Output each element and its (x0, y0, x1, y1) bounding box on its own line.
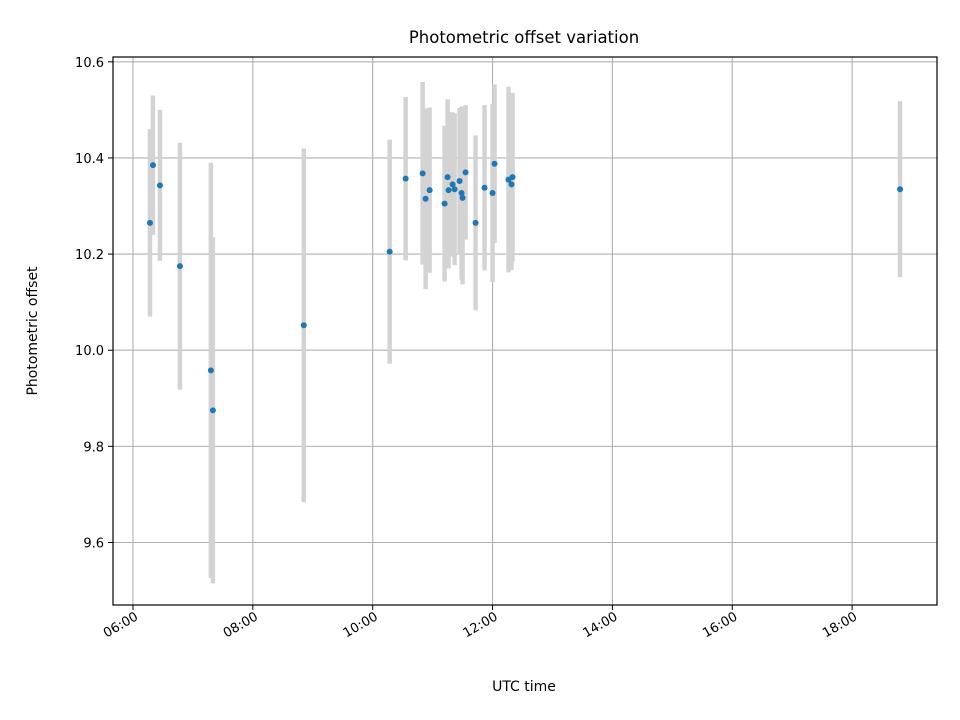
data-point (508, 181, 515, 188)
data-point (422, 195, 429, 202)
data-point (386, 248, 393, 255)
data-point (426, 187, 433, 194)
grid (113, 57, 937, 605)
data-point (300, 322, 307, 329)
y-tick-label: 10.2 (75, 248, 104, 263)
data-point (456, 178, 463, 185)
data-point (419, 170, 426, 177)
y-axis-label: Photometric offset (25, 266, 41, 396)
plot-frame (112, 56, 938, 606)
data-point (472, 219, 479, 226)
y-tick-label: 9.8 (83, 440, 104, 455)
data-point (441, 200, 448, 207)
data-point (449, 181, 456, 188)
x-axis-label: UTC time (492, 679, 556, 695)
data-point (458, 190, 465, 197)
data-point (209, 407, 216, 414)
data-point (176, 263, 183, 270)
data-point (509, 174, 516, 181)
data-point (444, 174, 451, 181)
data-point (489, 190, 496, 197)
y-tick-label: 10.6 (75, 56, 104, 71)
data-points (146, 160, 904, 414)
data-point (146, 219, 153, 226)
data-point (149, 162, 156, 169)
data-point (451, 186, 458, 193)
data-point (481, 184, 488, 191)
y-axis-ticks: 9.6 9.8 10.0 10.2 10.4 10.6 (75, 56, 113, 552)
y-tick-label: 9.6 (83, 537, 104, 552)
data-point (445, 187, 452, 194)
data-point (156, 182, 163, 189)
y-tick-label: 10.4 (75, 152, 104, 167)
data-point (897, 186, 904, 193)
data-point (459, 194, 466, 201)
data-point (491, 160, 498, 167)
y-tick-label: 10.0 (75, 344, 104, 359)
chart-title: Photometric offset variation (409, 28, 639, 47)
data-point (207, 367, 214, 374)
data-point (402, 175, 409, 182)
data-point (462, 169, 469, 176)
